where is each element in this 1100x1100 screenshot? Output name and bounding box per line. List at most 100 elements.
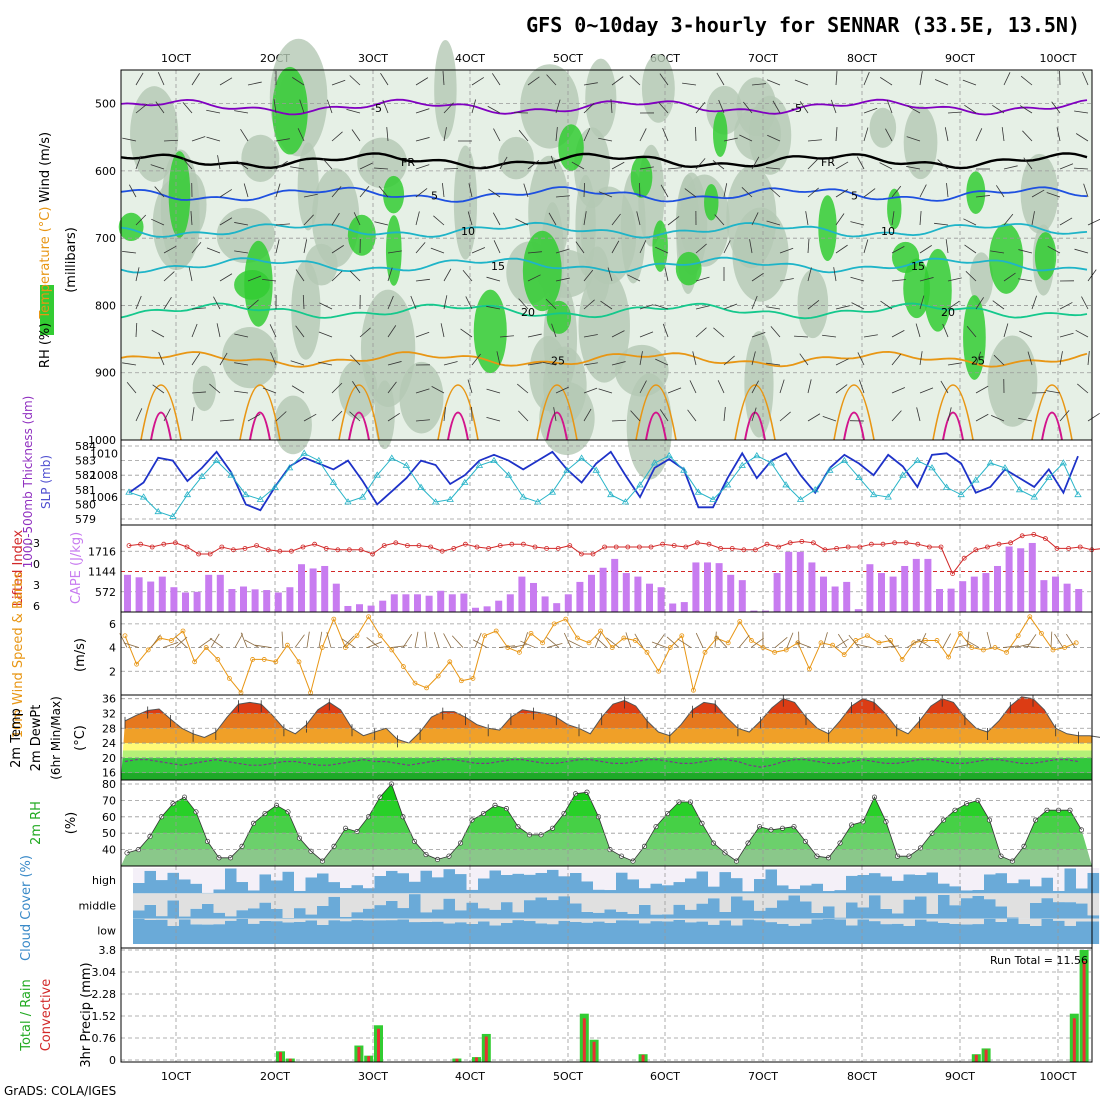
- cloud-cell: [363, 920, 375, 944]
- cloud-cell: [397, 919, 410, 944]
- wind-barb: [639, 166, 654, 170]
- wind-barb: [182, 158, 193, 170]
- cloud-cell: [259, 902, 272, 919]
- cloud-cell: [420, 912, 433, 919]
- wind-barb: [546, 74, 557, 86]
- wind-barb: [273, 99, 277, 114]
- wind-marker: [586, 640, 592, 646]
- cloud-cell: [225, 868, 237, 894]
- cloud-cell: [478, 908, 490, 919]
- cloud-gap: [1053, 918, 1065, 921]
- hot-isotherm: [942, 411, 964, 441]
- isotherm-label: FR: [401, 156, 415, 169]
- wind-barb: [835, 213, 845, 226]
- wind-barb: [627, 274, 641, 282]
- wind-barb: [1074, 167, 1089, 170]
- cloud-cell: [662, 885, 674, 894]
- rh-moderate-region: [726, 165, 777, 269]
- cloud-cell: [765, 922, 778, 944]
- rh-moderate-region: [311, 168, 360, 268]
- wind-barb-10m: [318, 631, 323, 648]
- cloud-gap: [570, 868, 582, 873]
- cloud-cell: [271, 908, 283, 919]
- precip-conv-bar: [1072, 1018, 1076, 1062]
- wind-barb: [415, 278, 430, 282]
- wind-barb: [835, 305, 850, 310]
- wind-barb: [654, 304, 669, 310]
- cloud-gap: [248, 868, 260, 891]
- cloud-gap: [363, 893, 375, 909]
- cloud-gap: [650, 868, 663, 884]
- wind-barb: [157, 72, 165, 86]
- wind-barb: [611, 213, 621, 226]
- cloud-gap: [225, 893, 237, 917]
- cloud-cell: [731, 925, 743, 944]
- slp-marker: [986, 459, 995, 466]
- wind-barb-10m: [281, 631, 284, 648]
- cape-bar: [390, 594, 398, 612]
- rh-moderate-region: [453, 145, 478, 260]
- wind-barb: [1059, 332, 1074, 338]
- wind-barb: [1018, 278, 1033, 282]
- run-total-label: Run Total = 11.56: [990, 954, 1088, 967]
- wind-barb: [465, 296, 473, 310]
- wind-barb: [712, 160, 725, 170]
- cloud-cell: [972, 889, 985, 894]
- wind-barb: [741, 187, 753, 198]
- cloud-cell: [604, 909, 617, 919]
- wind-barb: [1075, 133, 1089, 142]
- wind-barb: [695, 126, 697, 142]
- cloud-cell: [742, 891, 755, 894]
- cloud-cell: [512, 920, 525, 944]
- wind-barb-10m: [294, 634, 305, 648]
- cloud-gap: [788, 868, 801, 889]
- wind-barb: [1059, 351, 1063, 366]
- rh-moderate-region: [434, 39, 457, 140]
- cloud-gap: [524, 868, 536, 875]
- tick-label: 6: [109, 618, 116, 631]
- slp-ylabel: SLP (mb): [39, 455, 53, 509]
- cloud-gap: [627, 893, 640, 914]
- cloud-cell: [696, 871, 709, 894]
- wind-barb-10m: [150, 634, 161, 648]
- wind-barb: [751, 295, 758, 310]
- wind-barb: [611, 361, 626, 366]
- warm-isotherm: [140, 384, 182, 441]
- cape-bar: [947, 588, 955, 612]
- wind-barb: [858, 379, 865, 394]
- wind-barb: [639, 380, 647, 394]
- cape-bar: [878, 573, 885, 612]
- wind-barb-10m: [546, 637, 560, 648]
- wind-barb: [964, 104, 977, 114]
- cloud-cell: [880, 876, 893, 894]
- cloud-gap: [420, 918, 433, 922]
- wind-barb-10m: [695, 632, 704, 648]
- isotherm-line: [120, 221, 1088, 239]
- wind-barb: [275, 411, 287, 422]
- cloud-gap: [179, 893, 191, 917]
- cloud-cell: [535, 897, 548, 919]
- cloud-gap: [662, 918, 674, 922]
- cape-bar: [274, 592, 282, 612]
- precip-conv-bar: [279, 1052, 282, 1062]
- wind-barb: [863, 71, 870, 86]
- cloud-gap: [1018, 893, 1031, 919]
- wind-barb: [191, 242, 202, 254]
- cloud-cell: [202, 924, 214, 944]
- cloud-gap: [1064, 893, 1077, 903]
- cloud-cell: [455, 874, 467, 894]
- cloud-gap: [949, 918, 962, 924]
- wind-barb-10m: [964, 639, 980, 648]
- wind-barb: [863, 334, 878, 338]
- cape-bar: [738, 580, 746, 612]
- wind-barb: [739, 134, 753, 142]
- cloud-cell: [547, 900, 559, 919]
- cape-bar: [182, 592, 189, 612]
- wind-barb: [695, 158, 706, 170]
- wind-barb: [571, 161, 585, 170]
- rh-moderate-region: [969, 252, 994, 306]
- cloud-gap: [156, 918, 168, 920]
- wind-barb: [331, 131, 343, 142]
- cloud-gap: [754, 918, 766, 921]
- cape-bar: [344, 605, 352, 612]
